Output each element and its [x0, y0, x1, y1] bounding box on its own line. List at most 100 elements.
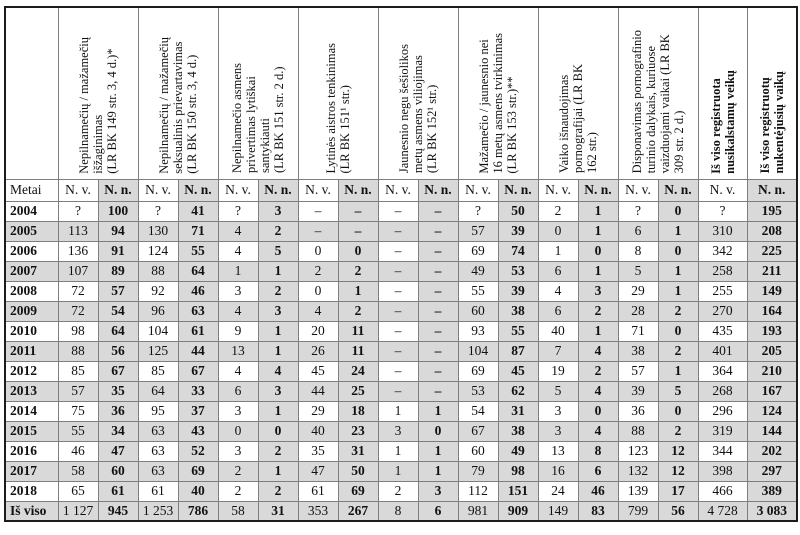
data-cell: 258 [697, 260, 748, 282]
data-cell: 2 [257, 280, 299, 302]
data-cell: 2 [657, 340, 699, 362]
column-header-4: Lytinės aistros tenkinimas (LR BK 151¹ s… [297, 6, 379, 180]
table-row-2005: 2005 113 94 130 71 4 2– – – –57 39 0 1 6 1 310 208 [4, 220, 798, 242]
data-cell: – [417, 380, 459, 402]
data-cell: 144 [746, 420, 798, 442]
data-cell: 29 [617, 280, 659, 302]
data-cell: 1 [377, 440, 419, 462]
year-label: 2012 [4, 360, 59, 382]
data-cell: 909 [497, 500, 539, 522]
data-cell: – [417, 220, 459, 242]
data-cell: 40 [297, 420, 339, 442]
data-cell: 88 [617, 420, 659, 442]
data-cell: 4 [217, 300, 259, 322]
data-cell: 53 [457, 380, 499, 402]
column-header-text: Nepilnamečių / mažamečių išžaginimas (LR… [77, 36, 119, 174]
data-cell: 2 [577, 300, 619, 322]
data-cell: 57 [57, 380, 99, 402]
data-cell: 981 [457, 500, 499, 522]
nv-subheader-5: N. v. [377, 178, 419, 202]
data-cell: 34 [97, 420, 139, 442]
data-cell: 6 [217, 380, 259, 402]
data-cell: 16 [537, 460, 579, 482]
data-cell: 353 [297, 500, 339, 522]
year-label: 2014 [4, 400, 59, 422]
data-cell: 5 [617, 260, 659, 282]
data-cell: 6 [417, 500, 459, 522]
data-cell: 63 [137, 440, 179, 462]
data-cell: 4 [577, 380, 619, 402]
table-row-2018: 2018 65 61 61 40 2 2 61 69 2 3 112 151 24 46 139 17 466 38… [4, 480, 798, 502]
data-cell: 208 [746, 220, 798, 242]
data-cell: 104 [137, 320, 179, 342]
data-cell: 75 [57, 400, 99, 422]
data-cell: – [337, 220, 379, 242]
data-cell: 43 [177, 420, 219, 442]
data-cell: 55 [57, 420, 99, 442]
data-cell: 38 [617, 340, 659, 362]
data-cell: 64 [177, 260, 219, 282]
data-cell: 31 [337, 440, 379, 462]
data-cell: 4 [217, 360, 259, 382]
data-cell: 136 [57, 240, 99, 262]
data-cell: 89 [97, 260, 139, 282]
data-cell: 0 [657, 240, 699, 262]
data-cell: 1 [257, 340, 299, 362]
data-cell: – [377, 320, 419, 342]
data-cell: 55 [177, 240, 219, 262]
data-cell: 342 [697, 240, 748, 262]
data-cell: 38 [497, 420, 539, 442]
data-cell: 799 [617, 500, 659, 522]
data-cell: 17 [657, 480, 699, 502]
child-victims-statistics-table: Nepilnamečių / mažamečių išžaginimas (LR… [4, 6, 798, 522]
data-cell: 1 [217, 260, 259, 282]
data-cell: 1 [657, 360, 699, 382]
data-cell: 55 [497, 320, 539, 342]
data-cell: 2 [377, 480, 419, 502]
data-cell: 8 [617, 240, 659, 262]
data-cell: 0 [657, 320, 699, 342]
data-cell: 2 [657, 300, 699, 322]
data-cell: 2 [337, 300, 379, 322]
data-cell: – [377, 280, 419, 302]
data-cell: 319 [697, 420, 748, 442]
nn-subheader-5: N. n. [417, 178, 459, 202]
column-header-7: Vaiko išnaudojimas pornografijai (LR BK … [537, 6, 619, 180]
data-cell: 2 [257, 480, 299, 502]
data-cell: 2 [537, 200, 579, 222]
data-cell: 69 [457, 360, 499, 382]
data-cell: 72 [57, 300, 99, 322]
data-cell: 1 [257, 400, 299, 422]
data-cell: – [337, 200, 379, 222]
data-cell: 74 [497, 240, 539, 262]
data-cell: 49 [497, 440, 539, 462]
data-cell: 39 [497, 220, 539, 242]
data-cell: – [417, 200, 459, 222]
nv-subheader-2: N. v. [137, 178, 179, 202]
nn-subheader-7: N. n. [577, 178, 619, 202]
data-cell: 3 [217, 400, 259, 422]
data-cell: 26 [297, 340, 339, 362]
data-cell: ? [617, 200, 659, 222]
data-cell: 107 [57, 260, 99, 282]
nv-subheader-9: N. v. [697, 178, 748, 202]
data-cell: 6 [577, 460, 619, 482]
data-cell: 56 [97, 340, 139, 362]
data-cell: 56 [657, 500, 699, 522]
data-cell: 466 [697, 480, 748, 502]
data-cell: 65 [57, 480, 99, 502]
data-cell: 1 [657, 280, 699, 302]
data-cell: 57 [457, 220, 499, 242]
data-cell: 1 [657, 220, 699, 242]
data-cell: – [377, 300, 419, 322]
data-cell: 63 [137, 460, 179, 482]
column-header-1: Nepilnamečių / mažamečių išžaginimas (LR… [57, 6, 139, 180]
data-cell: – [377, 200, 419, 222]
data-cell: – [417, 360, 459, 382]
data-cell: 1 [657, 260, 699, 282]
data-cell: 125 [137, 340, 179, 362]
year-label: 2013 [4, 380, 59, 402]
data-cell: 20 [297, 320, 339, 342]
data-cell: 8 [377, 500, 419, 522]
